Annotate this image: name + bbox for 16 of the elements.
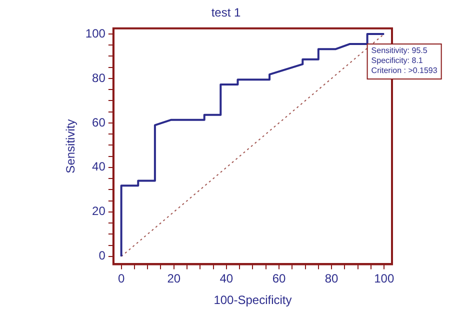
x-tick-label: 0 [118,272,125,286]
y-tick-label: 40 [92,160,106,174]
x-tick-label: 80 [324,272,339,286]
y-tick-label: 60 [92,115,106,130]
y-tick-label: 20 [92,204,106,218]
annotation: Sensitivity: 95.5 Specificity: 8.1 Criterion : >0.1593 [371,46,438,76]
x-tick-label: 40 [220,272,234,286]
y-tick-label: 0 [98,248,106,263]
chart-title: test 1 [211,6,241,20]
y-axis-title: Sensitivity [64,119,78,174]
y-tick-label: 100 [85,26,106,40]
x-tick-label: 100 [374,272,394,286]
y-tick-label: 80 [92,70,106,85]
x-tick-label: 20 [167,272,181,286]
x-axis-title: 100-Specificity [214,293,292,308]
x-tick-label: 60 [272,272,286,286]
